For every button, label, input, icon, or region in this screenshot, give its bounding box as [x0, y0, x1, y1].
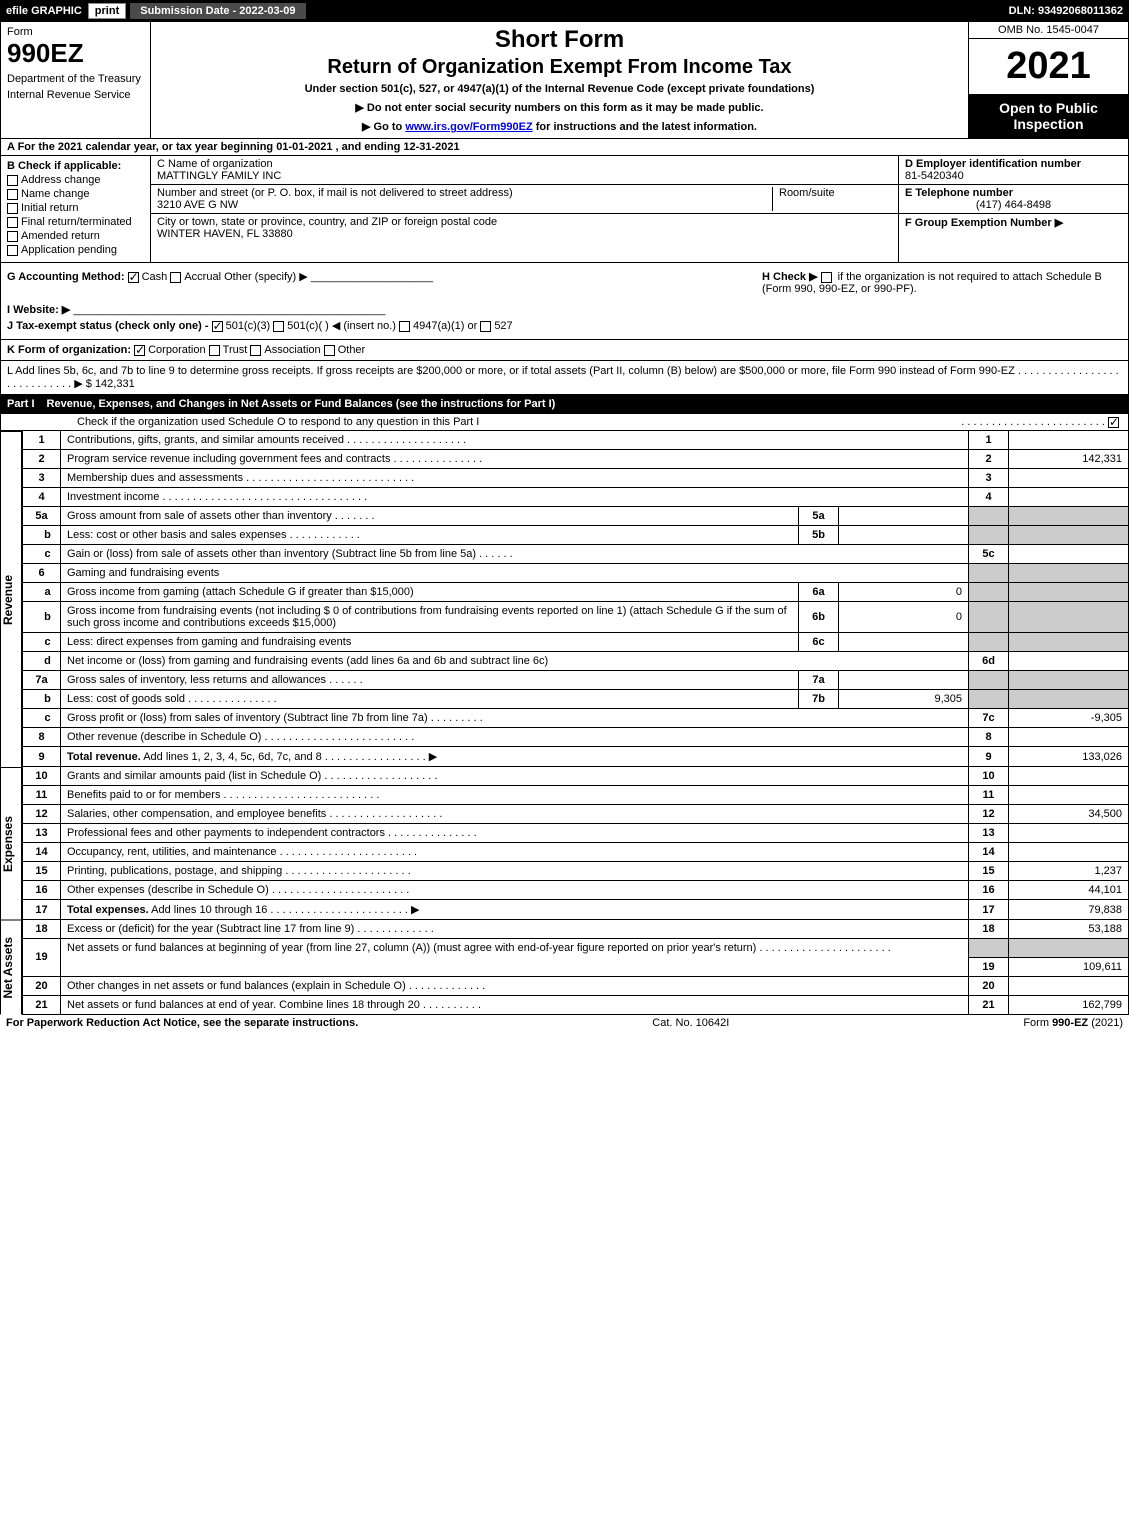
header-right: OMB No. 1545-0047 2021 Open to Public In… — [968, 22, 1128, 138]
row-h: H Check ▶ if the organization is not req… — [762, 270, 1122, 295]
expenses-section: Expenses 10Grants and similar amounts pa… — [0, 767, 1129, 920]
group-exemption-label: F Group Exemption Number ▶ — [905, 217, 1063, 229]
short-form-title: Short Form — [159, 26, 960, 54]
footer-cat-no: Cat. No. 10642I — [652, 1017, 729, 1029]
chk-name-change[interactable]: Name change — [7, 188, 144, 200]
chk-501c3[interactable] — [212, 321, 223, 332]
section-c: C Name of organization MATTINGLY FAMILY … — [151, 156, 898, 262]
section-b-title: B Check if applicable: — [7, 160, 144, 172]
goto-suffix: for instructions and the latest informat… — [536, 121, 757, 133]
chk-cash[interactable] — [128, 272, 139, 283]
row-g: H Check ▶ if the organization is not req… — [7, 270, 1122, 283]
irs-link[interactable]: www.irs.gov/Form990EZ — [405, 121, 532, 133]
omb-number: OMB No. 1545-0047 — [969, 22, 1128, 39]
netassets-section: Net Assets 18Excess or (deficit) for the… — [0, 920, 1129, 1015]
ein: 81-5420340 — [905, 170, 964, 182]
ssn-warning: ▶ Do not enter social security numbers o… — [159, 101, 960, 114]
org-name-label: C Name of organization — [157, 158, 892, 170]
chk-527[interactable] — [480, 321, 491, 332]
street-label: Number and street (or P. O. box, if mail… — [157, 187, 772, 199]
room-suite-label: Room/suite — [772, 187, 892, 211]
revenue-side-label: Revenue — [0, 431, 22, 767]
section-bcde: B Check if applicable: Address change Na… — [0, 156, 1129, 263]
city: WINTER HAVEN, FL 33880 — [157, 228, 892, 240]
top-bar: efile GRAPHIC print Submission Date - 20… — [0, 0, 1129, 22]
tax-year: 2021 — [969, 39, 1128, 94]
netassets-side-label: Net Assets — [0, 920, 22, 1015]
expenses-table: 10Grants and similar amounts paid (list … — [22, 767, 1129, 920]
chk-accrual[interactable] — [170, 272, 181, 283]
dln: DLN: 93492068011362 — [1009, 5, 1129, 17]
chk-association[interactable] — [250, 345, 261, 356]
chk-final-return[interactable]: Final return/terminated — [7, 216, 144, 228]
chk-initial-return[interactable]: Initial return — [7, 202, 144, 214]
part1-num: Part I — [7, 398, 35, 410]
header-left: Form 990EZ Department of the Treasury In… — [1, 22, 151, 138]
goto-prefix: ▶ Go to — [362, 121, 405, 133]
chk-4947[interactable] — [399, 321, 410, 332]
chk-application-pending[interactable]: Application pending — [7, 244, 144, 256]
revenue-section: Revenue 1Contributions, gifts, grants, a… — [0, 431, 1129, 767]
header-middle: Short Form Return of Organization Exempt… — [151, 22, 968, 138]
street: 3210 AVE G NW — [157, 199, 772, 211]
submission-date: Submission Date - 2022-03-09 — [130, 3, 305, 19]
goto-line: ▶ Go to www.irs.gov/Form990EZ for instru… — [159, 120, 960, 133]
row-l: L Add lines 5b, 6c, and 7b to line 9 to … — [0, 361, 1129, 395]
chk-amended-return[interactable]: Amended return — [7, 230, 144, 242]
row-j: J Tax-exempt status (check only one) - 5… — [7, 319, 1122, 332]
footer: For Paperwork Reduction Act Notice, see … — [0, 1015, 1129, 1031]
netassets-table: 18Excess or (deficit) for the year (Subt… — [22, 920, 1129, 1015]
form-number: 990EZ — [7, 38, 144, 69]
section-b: B Check if applicable: Address change Na… — [1, 156, 151, 262]
city-label: City or town, state or province, country… — [157, 216, 892, 228]
chk-other-org[interactable] — [324, 345, 335, 356]
footer-form-ref: Form 990-EZ (2021) — [1023, 1017, 1123, 1029]
row-k: K Form of organization: Corporation Trus… — [0, 340, 1129, 361]
print-button[interactable]: print — [88, 3, 126, 19]
expenses-side-label: Expenses — [0, 767, 22, 920]
open-public: Open to Public Inspection — [969, 94, 1128, 138]
chk-schedule-o[interactable] — [1108, 417, 1119, 428]
form-header: Form 990EZ Department of the Treasury In… — [0, 22, 1129, 139]
chk-corporation[interactable] — [134, 345, 145, 356]
row-a-text: A For the 2021 calendar year, or tax yea… — [7, 141, 460, 153]
row-g-through-j: H Check ▶ if the organization is not req… — [0, 263, 1129, 340]
row-a-tax-year: A For the 2021 calendar year, or tax yea… — [0, 139, 1129, 156]
chk-trust[interactable] — [209, 345, 220, 356]
part1-title: Revenue, Expenses, and Changes in Net As… — [47, 398, 556, 410]
return-title: Return of Organization Exempt From Incom… — [159, 56, 960, 79]
phone-label: E Telephone number — [905, 187, 1013, 199]
chk-address-change[interactable]: Address change — [7, 174, 144, 186]
revenue-table: 1Contributions, gifts, grants, and simil… — [22, 431, 1129, 767]
under-section: Under section 501(c), 527, or 4947(a)(1)… — [159, 83, 960, 95]
dept-treasury: Department of the Treasury — [7, 73, 144, 85]
form-label: Form — [7, 26, 144, 38]
part1-header: Part I Revenue, Expenses, and Changes in… — [0, 395, 1129, 414]
irs-label: Internal Revenue Service — [7, 89, 144, 101]
chk-501c[interactable] — [273, 321, 284, 332]
footer-left: For Paperwork Reduction Act Notice, see … — [6, 1017, 358, 1029]
phone: (417) 464-8498 — [905, 199, 1122, 211]
efile-label: efile GRAPHIC — [0, 5, 88, 17]
row-i: I Website: ▶ ___________________________… — [7, 303, 1122, 316]
ein-label: D Employer identification number — [905, 158, 1081, 170]
org-name: MATTINGLY FAMILY INC — [157, 170, 892, 182]
part1-check-line: Check if the organization used Schedule … — [0, 414, 1129, 431]
section-d: D Employer identification number 81-5420… — [898, 156, 1128, 262]
